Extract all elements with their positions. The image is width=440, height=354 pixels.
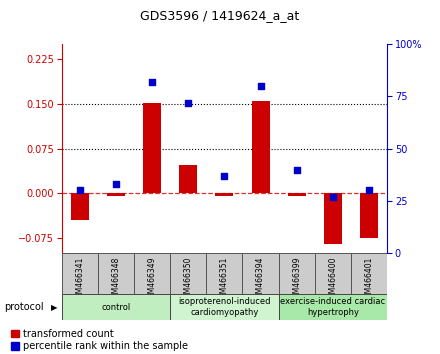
Point — [149, 79, 156, 85]
Bar — [360, 193, 378, 238]
Bar — [242, 253, 279, 294]
Text: GSM466348: GSM466348 — [111, 256, 121, 303]
Bar — [71, 193, 89, 220]
Point — [185, 100, 192, 105]
Bar — [143, 103, 161, 193]
Bar — [170, 253, 206, 294]
Bar — [288, 193, 306, 196]
Point — [221, 173, 228, 179]
Text: GSM466349: GSM466349 — [147, 256, 157, 303]
Bar — [315, 253, 351, 294]
Bar — [324, 193, 342, 244]
Point — [366, 188, 373, 193]
Text: control: control — [101, 303, 131, 312]
Text: isoproterenol-induced
cardiomyopathy: isoproterenol-induced cardiomyopathy — [178, 297, 271, 317]
Bar — [252, 101, 270, 193]
Bar — [351, 253, 387, 294]
Text: ▶: ▶ — [51, 303, 57, 312]
Bar — [98, 253, 134, 294]
Text: GSM466400: GSM466400 — [328, 256, 337, 303]
Text: GDS3596 / 1419624_a_at: GDS3596 / 1419624_a_at — [140, 9, 300, 22]
Text: GSM466394: GSM466394 — [256, 256, 265, 303]
Bar — [107, 193, 125, 196]
Text: GSM466351: GSM466351 — [220, 256, 229, 303]
Bar — [170, 294, 279, 320]
Text: GSM466401: GSM466401 — [365, 256, 374, 303]
Point — [76, 188, 83, 193]
Bar — [62, 253, 98, 294]
Bar — [206, 253, 242, 294]
Text: GSM466350: GSM466350 — [184, 256, 193, 303]
Bar — [179, 165, 197, 193]
Text: protocol: protocol — [4, 302, 44, 312]
Point — [257, 83, 264, 89]
Bar — [279, 294, 387, 320]
Bar — [215, 193, 234, 196]
Bar — [134, 253, 170, 294]
Point — [330, 194, 337, 200]
Text: GSM466341: GSM466341 — [75, 256, 84, 303]
Point — [293, 167, 300, 172]
Point — [112, 181, 119, 187]
Text: GSM466399: GSM466399 — [292, 256, 301, 303]
Bar — [62, 294, 170, 320]
Text: exercise-induced cardiac
hypertrophy: exercise-induced cardiac hypertrophy — [280, 297, 385, 317]
Bar — [279, 253, 315, 294]
Legend: transformed count, percentile rank within the sample: transformed count, percentile rank withi… — [9, 327, 190, 353]
